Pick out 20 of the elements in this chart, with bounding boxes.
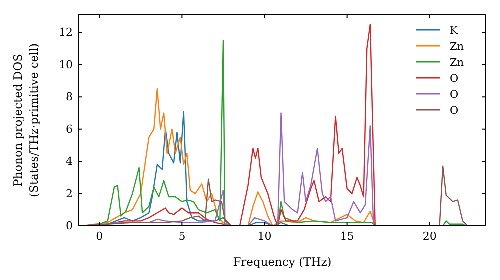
y-tick-label: 2 <box>66 187 73 200</box>
legend-label: O <box>450 89 459 101</box>
y-tick-label: 10 <box>59 58 73 72</box>
legend-label: O <box>450 73 459 85</box>
x-axis-title: Frequency (THz) <box>233 255 332 269</box>
legend-label: O <box>450 105 459 117</box>
x-tick-label: 10 <box>258 230 272 243</box>
y-tick-label: 4 <box>66 155 73 168</box>
y-tick-label: 0 <box>66 220 73 233</box>
legend-label: Zn <box>450 57 464 69</box>
x-tick-label: 0 <box>96 230 104 243</box>
x-tick-label: 15 <box>340 230 354 243</box>
y-axis-title: Phonon projected DOS (States/THz·primitive cell) <box>11 44 41 198</box>
y-tick-label: 6 <box>66 122 73 136</box>
legend-label: K <box>450 25 458 37</box>
x-tick-label: 5 <box>178 230 186 243</box>
legend-label: Zn <box>450 41 464 53</box>
y-tick-label: 12 <box>59 26 73 40</box>
y-tick-label: 8 <box>66 90 73 104</box>
x-tick-label: 20 <box>422 230 437 243</box>
